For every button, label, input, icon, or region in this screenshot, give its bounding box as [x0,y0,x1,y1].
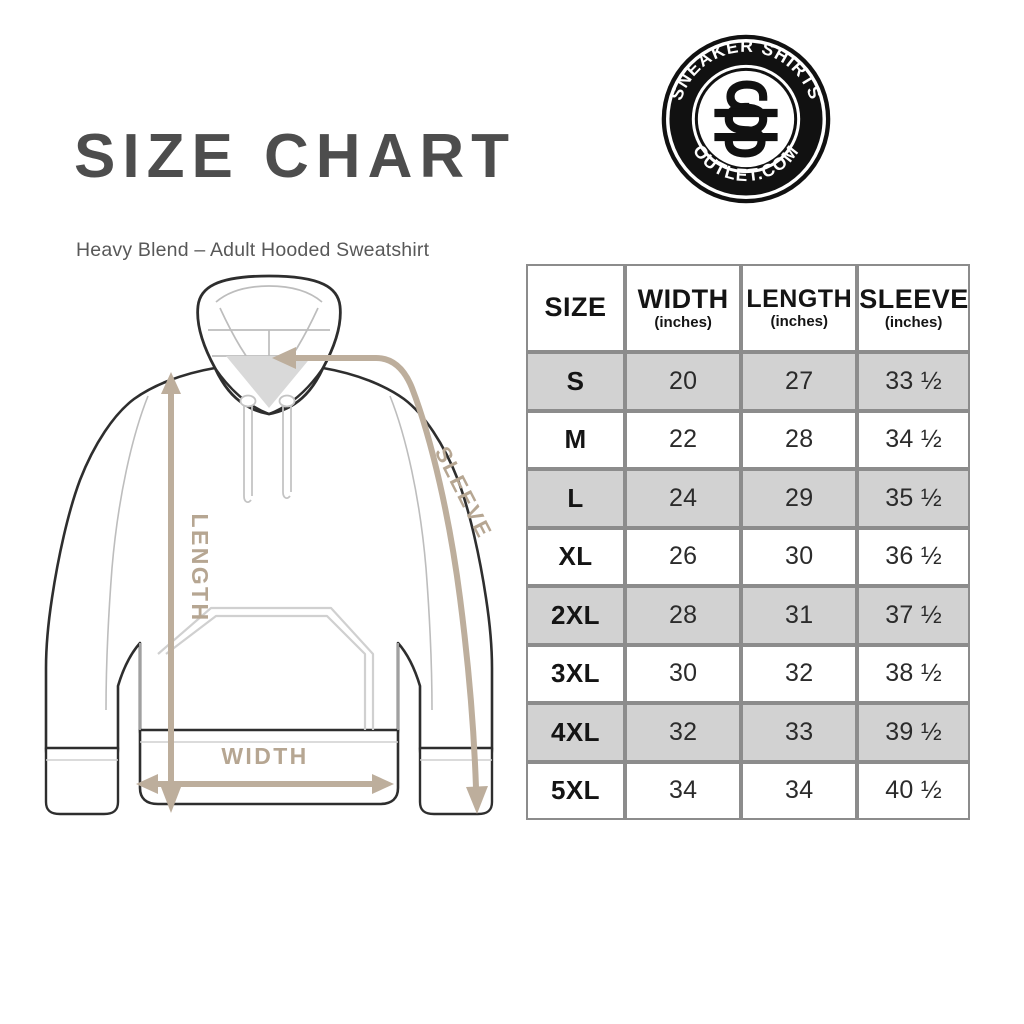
column-header-size-label: SIZE [544,292,607,323]
sneaker-shirts-outlet-logo: SNEAKER SHIRTS OUTLET.COM [660,33,832,205]
cell-sleeve: 33 ½ [857,352,970,411]
size-table: SIZE WIDTH (inches) LENGTH (inches) SLEE… [526,264,970,820]
table-row: M 22 28 34 ½ [526,410,970,469]
hoodie-neck-insert [226,356,312,408]
cell-size: 5XL [526,761,625,820]
cell-size: 4XL [526,703,625,762]
cell-size: 3XL [526,644,625,703]
cell-width: 30 [625,644,742,703]
hoodie-pocket [157,606,375,730]
cell-length: 34 [741,761,858,820]
column-header-size: SIZE [526,264,625,352]
hooded-sweatshirt-diagram: WIDTH LENGTH SLEEVE [40,268,530,838]
width-measure-arrow [136,774,394,794]
cell-width: 32 [625,703,742,762]
size-table-container: SIZE WIDTH (inches) LENGTH (inches) SLEE… [526,264,970,820]
table-row: 4XL 32 33 39 ½ [526,703,970,762]
column-header-width: WIDTH (inches) [625,264,742,352]
column-header-width-label: WIDTH [637,283,729,314]
cell-width: 34 [625,761,742,820]
width-measure-label: WIDTH [221,743,308,769]
cell-length: 31 [741,586,858,645]
cell-length: 33 [741,703,858,762]
column-header-sleeve-label: SLEEVE [859,283,969,314]
cell-width: 26 [625,527,742,586]
cell-width: 20 [625,352,742,411]
cell-width: 22 [625,410,742,469]
cell-width: 24 [625,469,742,528]
cell-length: 29 [741,469,858,528]
cell-sleeve: 39 ½ [857,703,970,762]
table-row: XL 26 30 36 ½ [526,527,970,586]
cell-size: S [526,352,625,411]
sleeve-measure-arrow [272,347,488,814]
cell-sleeve: 37 ½ [857,586,970,645]
cell-size: M [526,410,625,469]
table-row: L 24 29 35 ½ [526,469,970,528]
cell-width: 28 [625,586,742,645]
cell-length: 28 [741,410,858,469]
cell-sleeve: 38 ½ [857,644,970,703]
size-table-body: S 20 27 33 ½ M 22 28 34 ½ L 24 29 35 ½ [526,352,970,820]
table-header-row: SIZE WIDTH (inches) LENGTH (inches) SLEE… [526,264,970,352]
hoodie-neckline [214,367,324,416]
length-measure-label: LENGTH [187,514,213,623]
column-header-length: LENGTH (inches) [741,264,858,352]
size-table-header: SIZE WIDTH (inches) LENGTH (inches) SLEE… [526,264,970,352]
page-title: SIZE CHART [74,122,516,191]
column-header-length-label: LENGTH [746,284,853,313]
cell-size: XL [526,527,625,586]
cell-sleeve: 36 ½ [857,527,970,586]
hoodie-cuff-seams [46,741,492,761]
page-subtitle: Heavy Blend – Adult Hooded Sweatshirt [76,239,430,261]
column-header-width-units: (inches) [654,314,712,332]
cell-size: L [526,469,625,528]
table-row: S 20 27 33 ½ [526,352,970,411]
table-row: 2XL 28 31 37 ½ [526,586,970,645]
table-row: 5XL 34 34 40 ½ [526,761,970,820]
cell-sleeve: 35 ½ [857,469,970,528]
cell-sleeve: 40 ½ [857,761,970,820]
cell-length: 27 [741,352,858,411]
hoodie-drawstrings [239,394,296,503]
hoodie-shoulder-seams [105,395,433,730]
logo-monogram-icon [714,80,778,158]
column-header-length-units: (inches) [770,313,828,331]
cell-size: 2XL [526,586,625,645]
column-header-sleeve: SLEEVE (inches) [857,264,970,352]
column-header-sleeve-units: (inches) [884,314,943,332]
cell-length: 30 [741,527,858,586]
cell-sleeve: 34 ½ [857,410,970,469]
length-measure-arrow [161,372,181,813]
table-row: 3XL 30 32 38 ½ [526,644,970,703]
cell-length: 32 [741,644,858,703]
